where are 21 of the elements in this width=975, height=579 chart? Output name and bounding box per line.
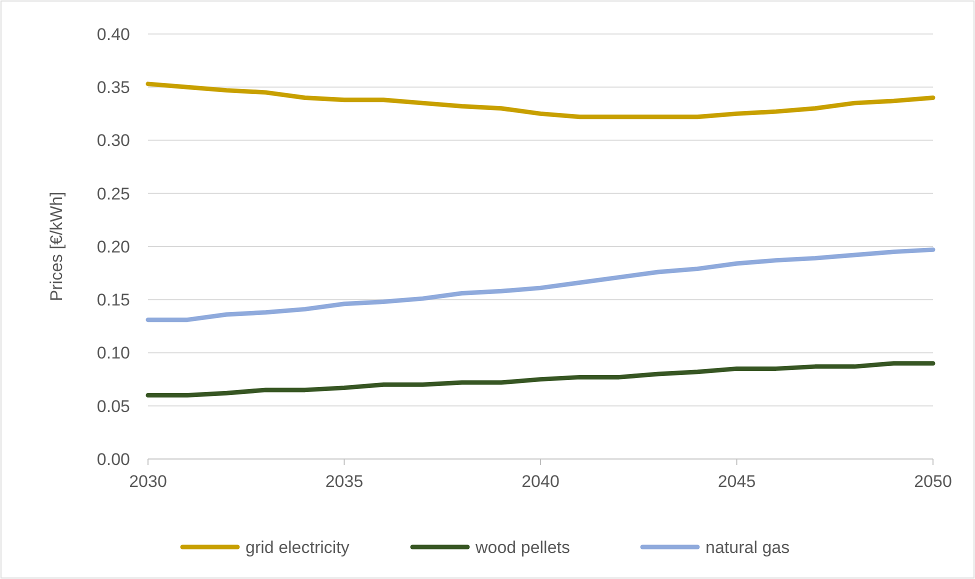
x-tick-label: 2045 xyxy=(718,472,756,491)
line-series xyxy=(146,82,936,120)
y-tick-label: 0.40 xyxy=(96,24,130,44)
y-axis-title: Prices [€/kWh] xyxy=(47,192,66,302)
y-tick-label: 0.05 xyxy=(96,396,130,416)
x-tick-label: 2030 xyxy=(129,472,167,491)
legend-label: natural gas xyxy=(706,538,790,557)
x-tick-label: 2050 xyxy=(914,472,952,491)
line-series xyxy=(146,247,936,322)
x-tick-label: 2040 xyxy=(522,472,560,491)
legend-label: wood pellets xyxy=(474,538,570,557)
y-tick-label: 0.10 xyxy=(96,344,130,363)
y-tick-label: 0.15 xyxy=(96,290,130,310)
y-tick-label: 0.20 xyxy=(96,237,130,256)
y-tick-label: 0.00 xyxy=(96,450,130,469)
legend-label: grid electricity xyxy=(246,538,350,557)
y-tick-label: 0.35 xyxy=(96,78,130,98)
y-tick-label: 0.30 xyxy=(96,131,130,150)
y-tick-label: 0.25 xyxy=(96,184,130,204)
line-series xyxy=(146,361,936,398)
x-tick-label: 2035 xyxy=(325,472,364,491)
